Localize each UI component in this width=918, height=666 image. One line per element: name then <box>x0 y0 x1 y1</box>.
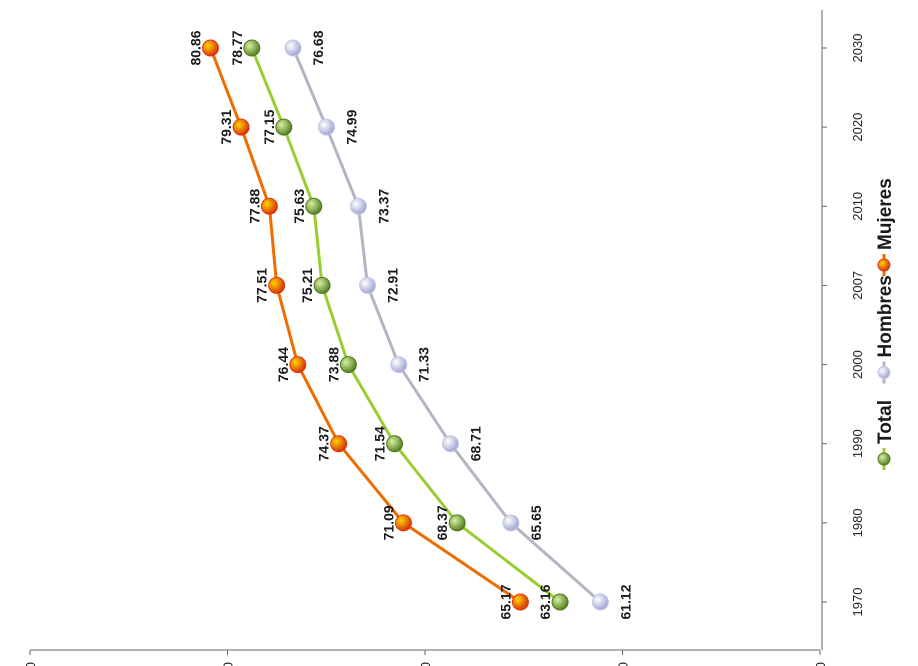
data-point-total <box>275 118 293 136</box>
data-label-hombres: 76.68 <box>310 30 326 65</box>
value-tick-label: 60 <box>616 662 631 666</box>
category-tick-label: 2007 <box>850 271 865 300</box>
legend-marker <box>877 452 891 466</box>
category-tick-label: 2000 <box>850 350 865 379</box>
data-label-total: 68.37 <box>434 505 450 540</box>
data-point-mujeres <box>511 593 529 611</box>
data-label-mujeres: 80.86 <box>188 30 204 65</box>
data-point-total <box>386 435 404 453</box>
data-point-hombres <box>359 276 377 294</box>
series-line-mujeres <box>209 47 522 604</box>
data-point-total <box>243 39 261 57</box>
data-point-total <box>448 514 466 532</box>
data-label-hombres: 71.33 <box>416 347 432 382</box>
data-label-hombres: 73.37 <box>375 189 391 224</box>
data-point-mujeres <box>394 514 412 532</box>
legend-item-total: Total <box>875 400 896 470</box>
data-point-hombres <box>502 514 520 532</box>
data-point-hombres <box>441 435 459 453</box>
data-point-total <box>551 593 569 611</box>
data-label-mujeres: 74.37 <box>316 426 332 461</box>
data-label-hombres: 61.12 <box>617 584 633 619</box>
data-label-total: 71.54 <box>372 426 388 461</box>
data-label-mujeres: 77.51 <box>254 268 270 303</box>
category-tick-label: 1970 <box>850 588 865 617</box>
data-label-hombres: 72.91 <box>385 268 401 303</box>
series-line-hombres <box>291 47 602 604</box>
legend-label: Mujeres <box>875 178 896 250</box>
category-tick-label: 2020 <box>850 113 865 142</box>
data-point-total <box>313 276 331 294</box>
data-label-hombres: 68.71 <box>467 426 483 461</box>
legend: Total Hombres Mujeres <box>875 178 896 470</box>
data-point-mujeres <box>232 118 250 136</box>
legend-item-hombres: Hombres <box>875 275 896 384</box>
data-point-total <box>339 356 357 374</box>
data-point-total <box>305 197 323 215</box>
data-label-mujeres: 79.31 <box>218 109 234 144</box>
data-label-mujeres: 77.88 <box>246 189 262 224</box>
legend-item-mujeres: Mujeres <box>875 178 896 276</box>
data-point-mujeres <box>330 435 348 453</box>
data-label-total: 73.88 <box>325 347 341 382</box>
series-layer: 63.16 68.37 71.54 73.88 75.21 75.63 77.15 78.77… <box>188 30 634 619</box>
value-tick-label: 80 <box>221 662 236 666</box>
data-label-mujeres: 65.17 <box>497 584 513 619</box>
value-tick-label: 50 <box>813 662 828 666</box>
data-label-total: 63.16 <box>537 584 553 619</box>
data-label-hombres: 65.65 <box>528 505 544 540</box>
data-label-mujeres: 71.09 <box>380 505 396 540</box>
data-point-mujeres <box>268 276 286 294</box>
data-label-total: 75.21 <box>299 268 315 303</box>
data-point-hombres <box>390 356 408 374</box>
data-point-hombres <box>317 118 335 136</box>
data-label-mujeres: 76.44 <box>275 347 291 382</box>
data-point-mujeres <box>289 356 307 374</box>
data-point-hombres <box>284 39 302 57</box>
data-point-hombres <box>349 197 367 215</box>
category-tick-label: 1990 <box>850 429 865 458</box>
legend-marker <box>877 258 891 272</box>
data-label-total: 78.77 <box>229 30 245 65</box>
legend-marker <box>877 366 891 379</box>
data-label-total: 75.63 <box>291 189 307 224</box>
legend-label: Total <box>875 400 896 444</box>
data-point-hombres <box>591 593 609 611</box>
legend-label: Hombres <box>875 275 896 357</box>
value-tick-label: 90 <box>23 662 38 666</box>
data-point-mujeres <box>202 39 220 57</box>
data-point-mujeres <box>260 197 278 215</box>
value-tick-label: 70 <box>418 662 433 666</box>
category-tick-label: 2010 <box>850 192 865 221</box>
axes-group: 50 60 70 80 90 1970 1980 1990 2000 2007 2010 2020 20… <box>23 10 865 666</box>
data-label-total: 77.15 <box>261 109 277 144</box>
category-tick-label: 1980 <box>850 508 865 537</box>
series-line-total <box>250 47 562 604</box>
data-label-hombres: 74.99 <box>343 109 359 144</box>
category-tick-label: 2030 <box>850 34 865 63</box>
